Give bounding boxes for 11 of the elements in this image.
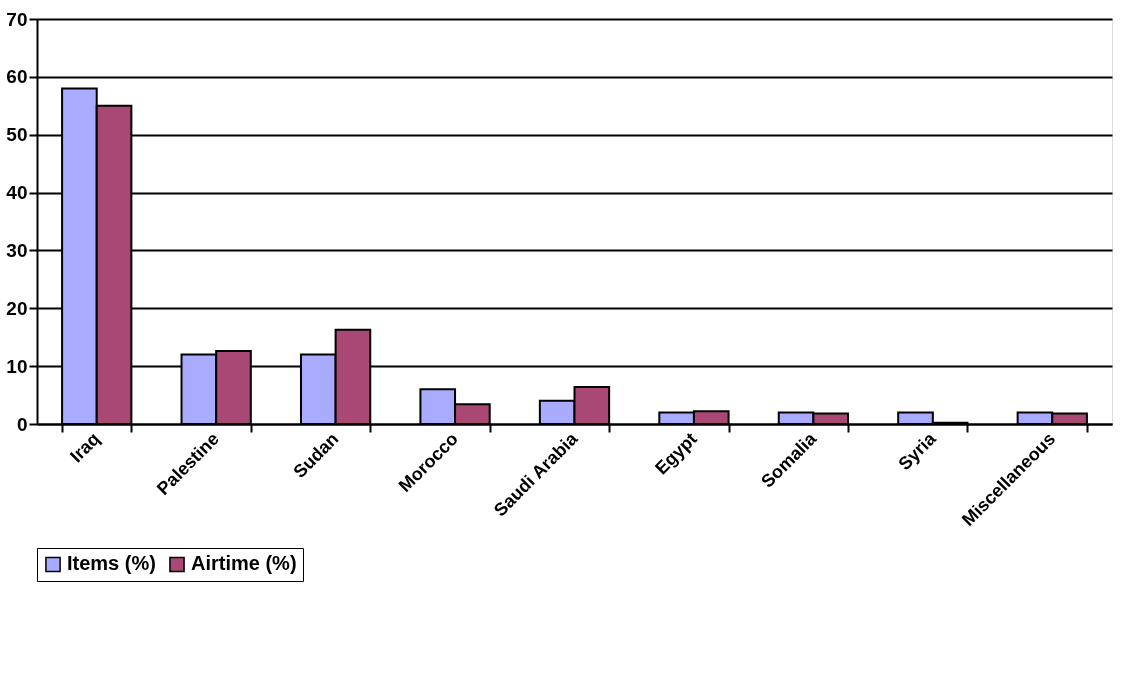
x-tick-label: Iraq <box>66 428 104 467</box>
y-tick-label: 10 <box>6 355 28 377</box>
y-tick-label: 70 <box>6 8 28 30</box>
y-tick-label: 0 <box>16 413 28 435</box>
legend-label: Airtime (%) <box>191 552 297 575</box>
y-tick-label: 50 <box>6 124 28 146</box>
y-tick-label: 60 <box>6 66 28 88</box>
y-tick-label: 20 <box>6 297 28 319</box>
y-tick-label: 40 <box>6 182 28 204</box>
legend-label: Items (%) <box>67 552 156 575</box>
y-tick-label: 30 <box>6 239 28 261</box>
